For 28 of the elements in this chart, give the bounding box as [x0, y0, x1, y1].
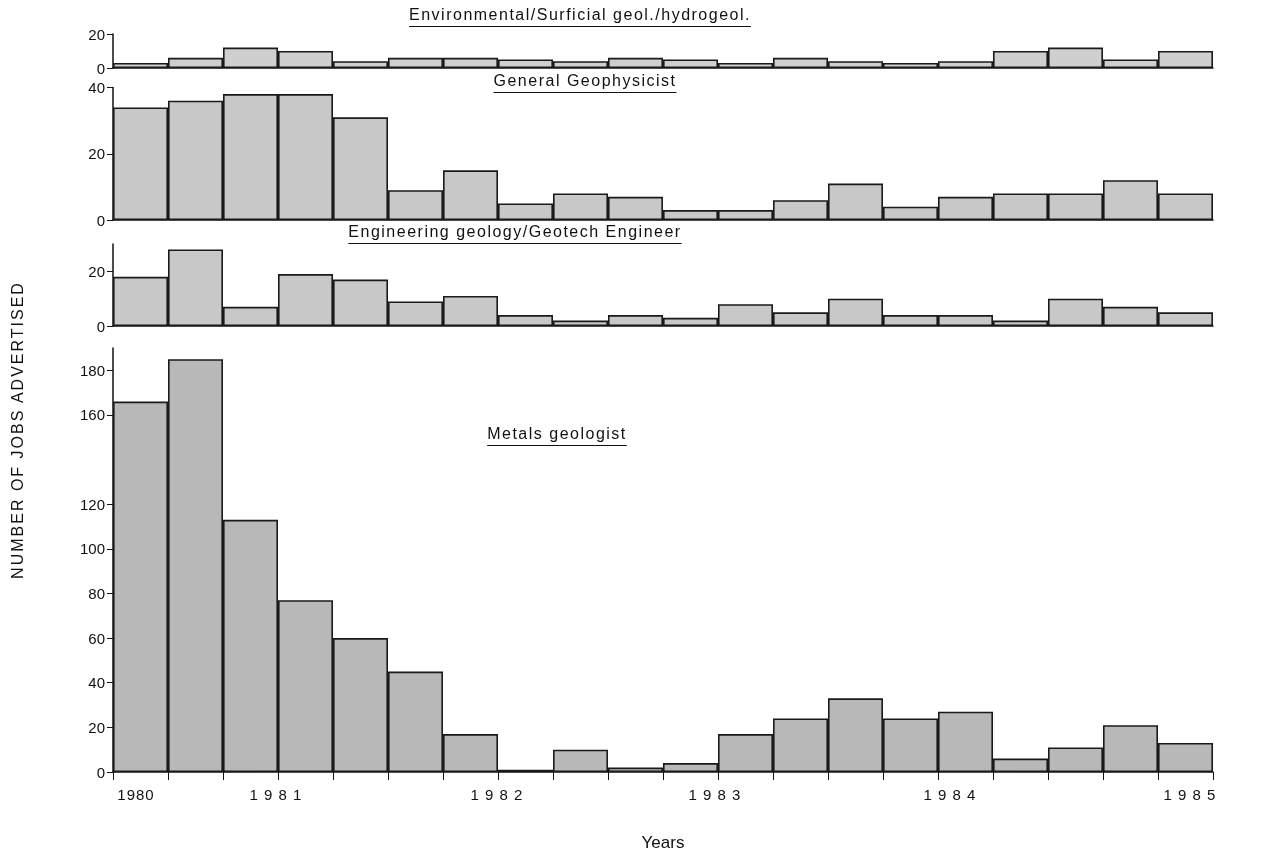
chart-title: Environmental/Surficial geol./hydrogeol.	[409, 6, 751, 24]
y-tick-label: 80	[88, 584, 105, 602]
text: 1 9 8 2	[470, 786, 524, 803]
text: 1 9 8 3	[688, 786, 742, 803]
chart-title: General Geophysicist	[493, 72, 677, 90]
y-tick-label: 40	[88, 674, 105, 692]
y-tick-label: 0	[96, 763, 105, 781]
x-axis-title: Years	[641, 833, 685, 852]
y-axis-title: NUMBER OF JOBS ADVERTISED	[9, 281, 27, 579]
y-tick-label: 20	[88, 145, 105, 163]
chart-title: Engineering geology/Geotech Engineer	[348, 223, 682, 241]
text: Metals geologist	[487, 425, 627, 443]
y-tick-label: 0	[96, 211, 105, 229]
y-tick-label: 0	[96, 317, 105, 335]
text: 1980	[117, 786, 155, 803]
y-tick-label: 120	[79, 495, 105, 513]
text: 1 9 8 5	[1163, 786, 1217, 803]
y-tick-label: 20	[88, 262, 105, 280]
text: 1 9 8 4	[923, 786, 977, 803]
y-tick-label: 180	[79, 361, 105, 379]
y-tick-label: 20	[88, 718, 105, 736]
y-tick-label: 40	[88, 79, 105, 96]
y-tick-label: 0	[96, 59, 105, 77]
y-tick-label: 60	[88, 629, 105, 647]
y-tick-label: 100	[79, 540, 105, 558]
y-tick-label: 20	[88, 25, 105, 43]
y-tick-label: 160	[79, 406, 105, 424]
text: 1 9 8 1	[249, 786, 303, 803]
